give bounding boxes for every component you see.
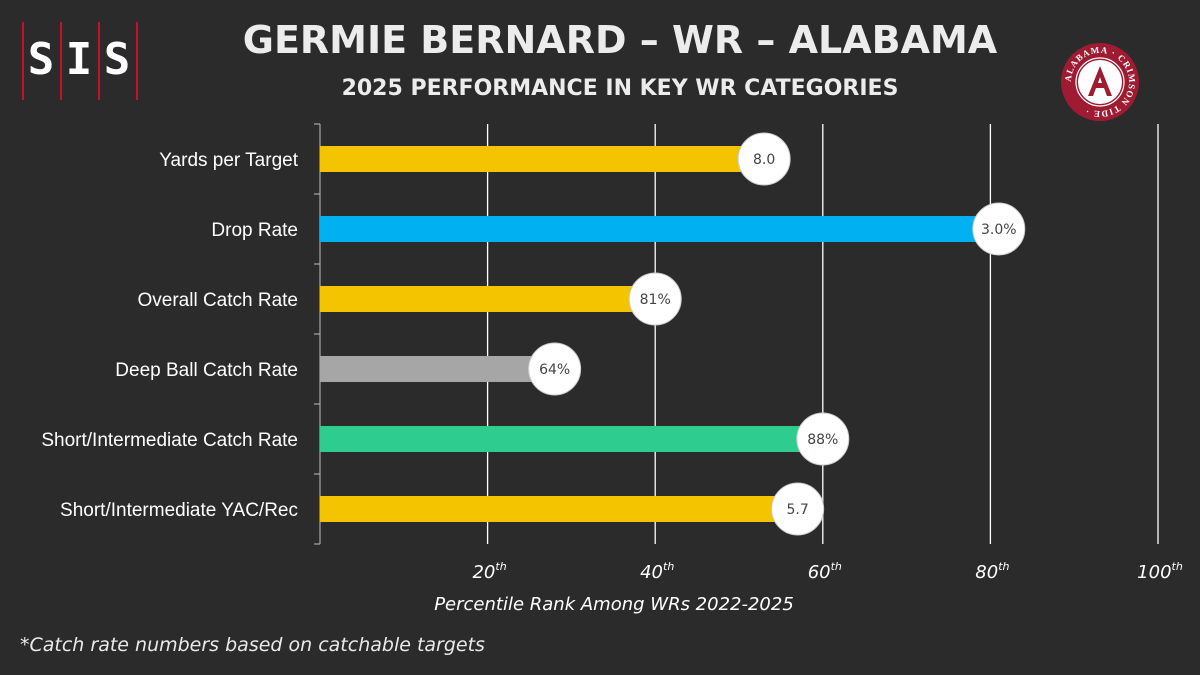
x-tick-label: 100th bbox=[1137, 560, 1183, 583]
value-badge bbox=[737, 132, 791, 186]
page-title: GERMIE BERNARD – WR – ALABAMA bbox=[242, 18, 998, 62]
value-label: 64% bbox=[539, 362, 570, 378]
sis-logo: S I S bbox=[22, 22, 140, 100]
category-label: Overall Catch Rate bbox=[137, 290, 298, 311]
category-label: Yards per Target bbox=[159, 150, 298, 171]
category-label: Short/Intermediate Catch Rate bbox=[41, 430, 298, 451]
value-badge bbox=[796, 412, 850, 466]
category-label: Deep Ball Catch Rate bbox=[115, 360, 298, 381]
x-tick-label: 60th bbox=[808, 560, 842, 583]
category-label: Drop Rate bbox=[211, 220, 298, 241]
logo-divider bbox=[98, 22, 100, 100]
value-badge bbox=[972, 202, 1026, 256]
bar bbox=[320, 146, 765, 172]
logo-letter-s1: S bbox=[27, 34, 55, 85]
x-axis-label: Percentile Rank Among WRs 2022-2025 bbox=[434, 594, 794, 615]
footnote: *Catch rate numbers based on catchable t… bbox=[20, 634, 485, 656]
x-tick-label: 40th bbox=[640, 560, 674, 583]
value-label: 3.0% bbox=[981, 222, 1017, 238]
logo-letter-s2: S bbox=[103, 34, 131, 85]
value-badge bbox=[771, 482, 825, 536]
alabama-crimson-tide-logo: ALABAMA · CRIMSON TIDE · bbox=[1061, 43, 1139, 121]
bar bbox=[320, 496, 798, 522]
logo-inner-disc bbox=[1078, 60, 1122, 104]
category-label: Short/Intermediate YAC/Rec bbox=[60, 500, 298, 521]
bar bbox=[320, 286, 656, 312]
logo-divider bbox=[136, 22, 138, 100]
value-label: 8.0 bbox=[753, 152, 775, 168]
value-label: 88% bbox=[807, 432, 838, 448]
value-badge bbox=[528, 342, 582, 396]
bar bbox=[320, 216, 999, 242]
x-tick-label: 20th bbox=[472, 560, 506, 583]
value-badge bbox=[628, 272, 682, 326]
value-label: 5.7 bbox=[787, 502, 809, 518]
logo-inner-border bbox=[1075, 57, 1125, 107]
page-subtitle: 2025 PERFORMANCE IN KEY WR CATEGORIES bbox=[341, 76, 899, 101]
value-label: 81% bbox=[640, 292, 671, 308]
logo-divider bbox=[60, 22, 62, 100]
x-tick-label: 80th bbox=[975, 560, 1009, 583]
logo-letter-a bbox=[1088, 66, 1112, 96]
bar bbox=[320, 356, 555, 382]
logo-divider bbox=[22, 22, 24, 100]
bar bbox=[320, 426, 823, 452]
logo-letter-i: I bbox=[65, 34, 93, 85]
